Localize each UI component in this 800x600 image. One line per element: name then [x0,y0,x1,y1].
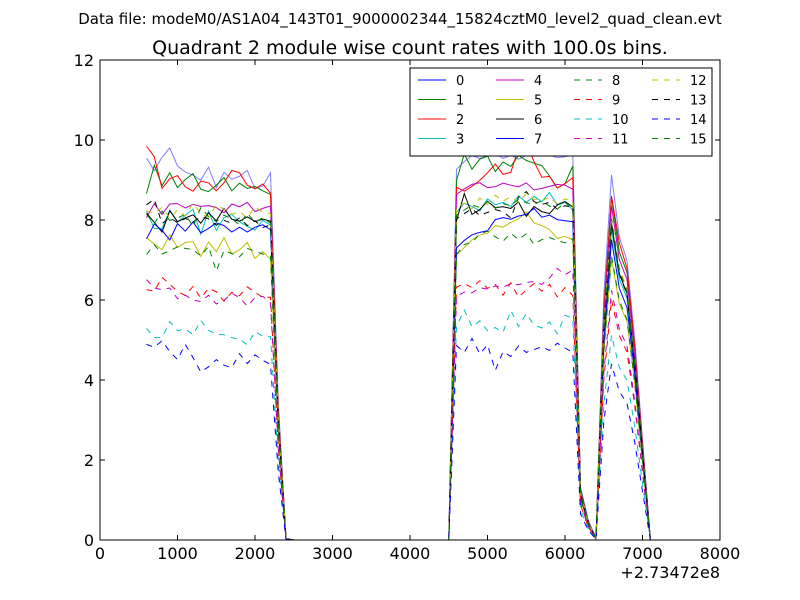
series-line-9 [146,276,651,540]
y-tick-label: 4 [84,371,94,390]
plot-area: 0 1000 2000 3000 4000 5000 6000 7000 80000246810… [74,51,741,582]
legend-label-12: 12 [690,74,707,89]
series-line-1 [146,152,651,540]
legend-box [409,67,713,157]
series-line-14 [146,337,651,540]
x-tick-label: 6000 [545,544,586,563]
series-line-15 [146,198,651,540]
series-line-5 [146,211,651,540]
series-line-10 [146,308,651,540]
legend-label-8: 8 [612,74,620,89]
legend-label-4: 4 [534,74,542,89]
x-tick-label: 8000 [700,544,741,563]
legend-label-10: 10 [612,113,629,128]
y-tick-label: 12 [74,51,94,70]
legend-label-7: 7 [534,133,542,148]
x-tick-label: 3000 [312,544,353,563]
x-tick-label: 2000 [235,544,276,563]
y-tick-label: 6 [84,291,94,310]
series-line-7 [146,207,651,540]
legend-label-11: 11 [612,133,629,148]
x-tick-label: 4000 [390,544,431,563]
y-tick-label: 10 [74,131,94,150]
series-line-6 [146,191,651,540]
legend-label-1: 1 [456,94,464,109]
legend-label-9: 9 [612,94,620,109]
series-line-12 [146,192,651,540]
x-tick-label: 5000 [467,544,508,563]
y-tick-label: 2 [84,451,94,470]
legend-label-5: 5 [534,94,542,109]
legend-label-0: 0 [456,74,464,89]
series-line-8 [146,230,651,540]
figure-suptitle: Data file: modeM0/AS1A04_143T01_90000023… [78,10,722,29]
series-group [146,142,651,540]
x-offset-label: +2.73472e8 [620,563,720,582]
legend-label-6: 6 [534,113,542,128]
x-tick-label: 0 [95,544,105,563]
chart-title: Quadrant 2 module wise count rates with … [152,37,668,59]
legend-label-14: 14 [690,113,707,128]
series-line-11 [146,267,651,540]
x-tick-label: 7000 [622,544,663,563]
series-line-4 [146,182,651,540]
series-line-2 [146,142,651,540]
x-tick-label: 1000 [157,544,198,563]
legend-label-3: 3 [456,133,464,148]
series-line-13 [146,190,651,540]
y-tick-label: 0 [84,531,94,550]
legend-label-15: 15 [690,133,707,148]
legend-label-2: 2 [456,113,464,128]
legend-label-13: 13 [690,94,707,109]
y-tick-label: 8 [84,211,94,230]
